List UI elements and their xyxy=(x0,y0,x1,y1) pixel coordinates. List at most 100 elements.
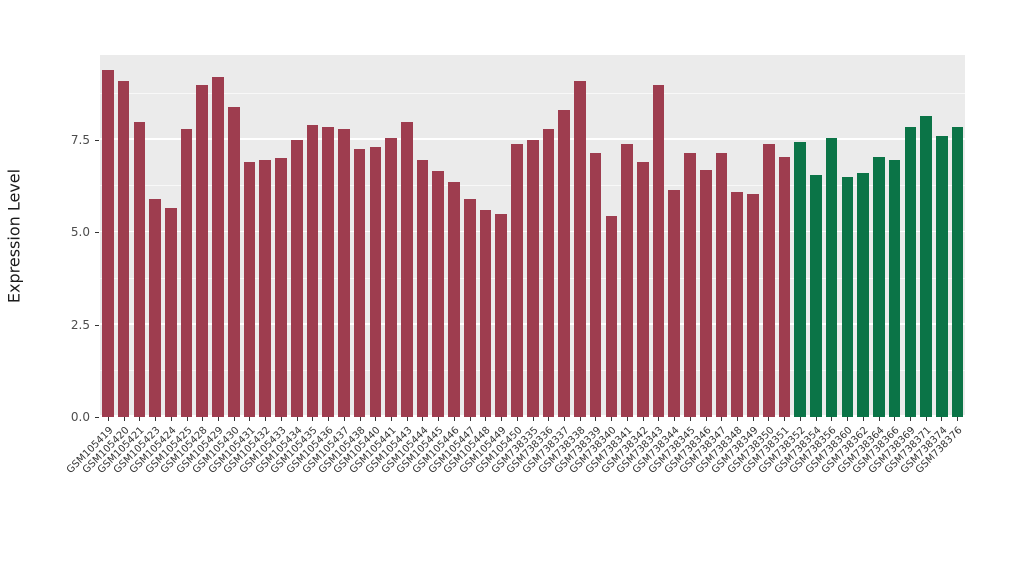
x-axis-tick xyxy=(862,417,864,421)
bar xyxy=(212,77,224,417)
bar xyxy=(243,162,256,417)
bar xyxy=(290,139,303,417)
y-axis-tick xyxy=(95,324,99,326)
bar-slot xyxy=(257,55,273,417)
bar-slot xyxy=(556,55,572,417)
x-axis-tick xyxy=(957,417,959,421)
bars-container xyxy=(100,55,965,417)
bar xyxy=(180,128,193,417)
bar xyxy=(416,160,429,417)
x-axis-tick xyxy=(674,417,676,421)
x-axis-tick xyxy=(453,417,455,421)
x-axis-tick xyxy=(925,417,927,421)
bar-slot xyxy=(399,55,415,417)
x-axis-tick xyxy=(784,417,786,421)
bar-slot xyxy=(619,55,635,417)
y-axis-tick xyxy=(95,139,99,141)
bar xyxy=(652,84,665,417)
x-axis-tick xyxy=(359,417,361,421)
x-axis-tick xyxy=(233,417,235,421)
bar xyxy=(353,149,366,417)
bar-slot xyxy=(808,55,824,417)
bar xyxy=(762,143,775,417)
y-axis-tick xyxy=(95,417,99,418)
bar-slot xyxy=(541,55,557,417)
bar-slot xyxy=(100,55,116,417)
bar-slot xyxy=(824,55,840,417)
x-axis-tick xyxy=(139,417,141,421)
plot-panel xyxy=(100,55,965,417)
bar xyxy=(589,152,602,417)
bar-slot xyxy=(462,55,478,417)
bar-slot xyxy=(147,55,163,417)
x-axis-tick xyxy=(878,417,880,421)
bar-slot xyxy=(792,55,808,417)
bar xyxy=(574,80,586,417)
x-axis-tick xyxy=(658,417,660,421)
bar xyxy=(369,147,382,417)
bar xyxy=(117,80,130,417)
x-axis-tick xyxy=(532,417,534,421)
bar xyxy=(888,160,901,417)
x-axis-tick xyxy=(485,417,487,421)
bar xyxy=(668,189,681,417)
y-tick-label: 5.0 xyxy=(70,225,90,240)
bar xyxy=(479,210,492,417)
bar-slot xyxy=(588,55,604,417)
bar xyxy=(432,171,445,417)
bar xyxy=(495,213,508,417)
x-axis-tick xyxy=(406,417,408,421)
bar-slot xyxy=(871,55,887,417)
bar-slot xyxy=(305,55,321,417)
x-axis-tick xyxy=(721,417,723,421)
bar xyxy=(401,121,413,417)
bar xyxy=(133,121,146,417)
x-axis-tick xyxy=(909,417,911,421)
bar-slot xyxy=(651,55,667,417)
bar xyxy=(149,199,161,417)
bar-slot xyxy=(729,55,745,417)
bar-slot xyxy=(855,55,871,417)
x-axis-tick xyxy=(296,417,298,421)
bar xyxy=(935,136,948,417)
x-axis-tick xyxy=(155,417,157,421)
bar xyxy=(338,128,350,417)
bar-slot xyxy=(289,55,305,417)
bar-slot xyxy=(604,55,620,417)
bar xyxy=(275,158,287,417)
bar-slot xyxy=(572,55,588,417)
bar xyxy=(731,191,744,417)
bar-slot xyxy=(131,55,147,417)
bar xyxy=(227,106,240,417)
bar-slot xyxy=(116,55,132,417)
bar-slot xyxy=(383,55,399,417)
bar xyxy=(747,193,759,417)
y-tick-label: 2.5 xyxy=(70,317,90,332)
bar-slot xyxy=(761,55,777,417)
bar-slot xyxy=(226,55,242,417)
x-axis-tick xyxy=(689,417,691,421)
x-axis-tick xyxy=(799,417,801,421)
bar xyxy=(448,182,460,417)
x-axis-tick xyxy=(280,417,282,421)
bar xyxy=(463,199,476,417)
bar-slot xyxy=(163,55,179,417)
x-axis-tick xyxy=(312,417,314,421)
y-tick-label: 0.0 xyxy=(70,410,90,424)
bar-slot xyxy=(714,55,730,417)
x-axis-tick xyxy=(642,417,644,421)
x-axis-tick xyxy=(752,417,754,421)
bar xyxy=(684,152,696,417)
x-axis-tick xyxy=(563,417,565,421)
bar xyxy=(542,128,555,417)
x-axis-tick xyxy=(516,417,518,421)
gridline-major xyxy=(100,138,965,140)
bar-slot xyxy=(698,55,714,417)
bar xyxy=(526,139,539,417)
bar-slot xyxy=(210,55,226,417)
x-axis-tick xyxy=(626,417,628,421)
bar xyxy=(825,138,838,417)
bar xyxy=(841,176,854,417)
y-axis-tick xyxy=(95,232,99,234)
gridline-minor xyxy=(100,92,965,94)
